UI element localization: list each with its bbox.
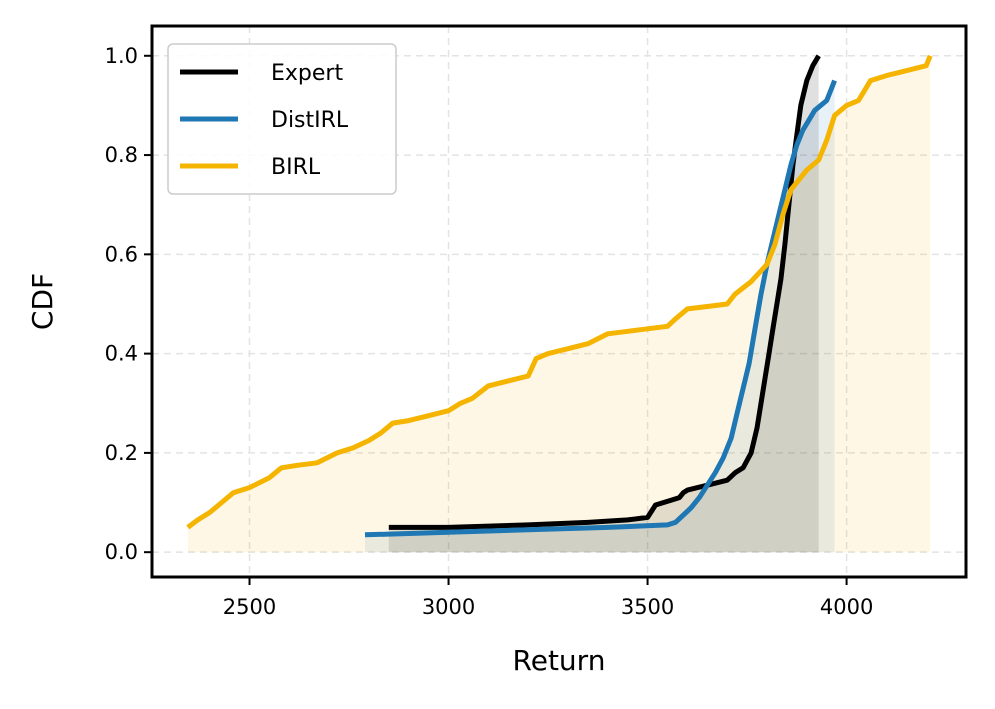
y-axis-ticks: 0.0 0.2 0.4 0.6 0.8 1.0	[105, 44, 152, 564]
distirl-legend-label: DistIRL	[271, 108, 349, 133]
distirl-series-line	[364, 79, 837, 538]
y-tick-label: 0.4	[105, 342, 138, 366]
y-tick-label: 0.8	[105, 143, 138, 167]
y-tick-label: 0.0	[105, 540, 138, 564]
x-tick-label: 4000	[820, 595, 873, 619]
y-tick-label: 1.0	[105, 44, 138, 68]
expert-fill-area	[388, 55, 819, 553]
y-tick-label: 0.2	[105, 441, 138, 465]
series-lines	[186, 54, 933, 538]
birl-legend-label: BIRL	[271, 155, 321, 180]
x-tick-label: 3500	[621, 595, 674, 619]
x-axis-ticks: 2500 3000 3500 4000	[223, 577, 873, 619]
distirl-fill-area	[365, 80, 835, 553]
y-axis-label: CDF	[26, 273, 59, 330]
series-fills	[187, 55, 931, 553]
legend-box	[167, 43, 397, 195]
birl-fill-area	[187, 55, 931, 553]
x-tick-label: 2500	[223, 595, 276, 619]
birl-series-line	[186, 54, 933, 530]
plot-frame	[150, 24, 968, 579]
y-tick-label: 0.6	[105, 242, 138, 266]
legend: Expert DistIRL BIRL	[167, 43, 397, 195]
x-axis-label: Return	[513, 644, 606, 677]
expert-legend-label: Expert	[271, 61, 343, 86]
x-tick-label: 3000	[422, 595, 475, 619]
